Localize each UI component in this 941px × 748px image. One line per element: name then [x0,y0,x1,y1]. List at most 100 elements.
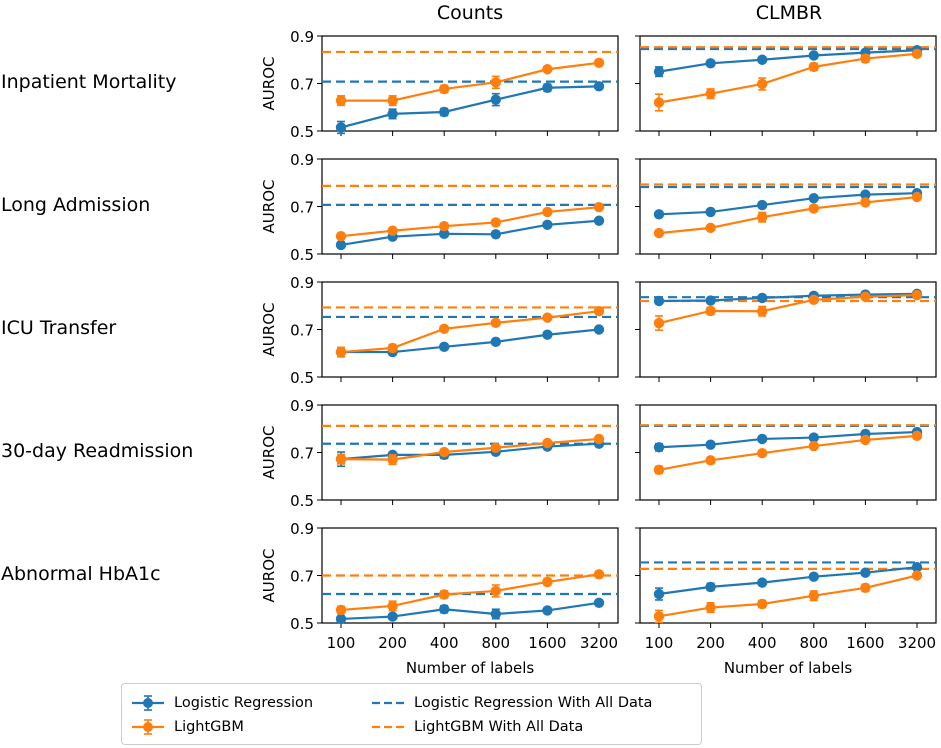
series-logistic-regression [653,188,923,220]
data-point [593,324,605,335]
chart-figure: 0.5 0.7 0.9 AUROC 0.5 0.7 0.9 AUROC 0.5 0.7 0.9 AUR… [260,28,937,677]
y-axis-label: AUROC [260,303,278,357]
legend-marker-lightgbm [132,719,164,735]
panel-long-admission-counts: 0.5 0.7 0.9 AUROC [260,151,619,264]
series-line-logistic-regression [658,292,918,303]
series-lightgbm [653,48,923,112]
data-point [439,83,450,95]
panel-inpatient-mortality-counts: 0.5 0.7 0.9 AUROC [260,28,619,141]
x-tick-label: 100 [327,634,356,652]
data-point [808,432,819,443]
x-tick-label: 1600 [528,634,566,652]
series-line-logistic-regression [340,442,600,461]
data-point [653,227,665,239]
y-tick-label: 0.7 [290,322,314,340]
y-tick-label: 0.9 [290,397,314,415]
data-point [335,95,347,106]
y-tick-label: 0.7 [290,445,314,463]
legend-item-lr-all-data: Logistic Regression With All Data [370,692,652,714]
data-point [860,189,871,200]
row-title-icu-transfer: ICU Transfer [1,317,117,339]
data-point [705,295,716,306]
x-axis-label: Number of labels [406,659,535,677]
data-point [757,211,768,223]
data-point [705,88,716,99]
series-lightgbm [653,191,923,239]
data-point [542,329,553,340]
series-line-lightgbm [658,52,918,104]
data-point [387,225,398,236]
data-point [705,439,716,450]
data-point [542,576,553,588]
data-point [387,454,398,465]
series-line-logistic-regression [658,566,918,596]
data-point [808,50,819,61]
series-logistic-regression [335,81,605,135]
axes-frame [321,158,619,255]
data-point [542,437,553,449]
data-point [653,97,665,108]
data-point [705,305,716,317]
data-point [593,433,605,445]
y-tick-label: 0.5 [290,369,314,387]
data-point [757,577,768,588]
panel-icu-transfer-clmbr [635,281,937,382]
y-tick-label: 0.9 [290,28,314,46]
data-point [542,64,553,75]
x-tick-label: 100 [645,634,674,652]
series-lightgbm [653,289,923,332]
legend: Logistic Regression LightGBM Logistic Re… [121,683,702,745]
y-tick-label: 0.5 [290,123,314,141]
data-point [439,221,450,232]
data-point [757,448,768,459]
data-point [705,222,716,234]
series-line-logistic-regression [658,192,918,216]
data-point [705,455,716,466]
x-tick-label: 400 [430,634,459,652]
data-point [757,433,768,445]
axes-frame [321,35,619,132]
data-point [653,442,665,453]
data-point [490,336,501,348]
y-tick-label: 0.7 [290,568,314,586]
panel-30-day-readmission-counts: 0.5 0.7 0.9 AUROC [260,397,619,510]
y-tick-label: 0.5 [290,246,314,264]
series-line-lightgbm [658,195,918,235]
y-axis-label: AUROC [260,426,278,480]
data-point [808,440,819,452]
data-point [593,57,605,69]
data-point [911,570,923,581]
series-lightgbm [653,570,923,624]
series-line-logistic-regression [340,85,600,129]
data-point [387,95,398,106]
data-point [757,54,768,65]
row-title-30-day-readmission: 30-day Readmission [1,440,194,462]
data-point [911,48,923,60]
y-axis-label: AUROC [260,549,278,603]
y-tick-label: 0.9 [290,151,314,169]
data-point [757,199,768,211]
series-lightgbm [335,433,605,466]
legend-marker-lr-all-data [372,701,404,705]
data-point [808,192,819,204]
series-logistic-regression [653,561,923,601]
series-logistic-regression [335,597,605,625]
data-point [335,453,347,465]
data-point [490,608,501,620]
series-line-logistic-regression [340,601,600,621]
data-point [593,202,605,213]
data-point [439,106,450,118]
axes-frame [639,35,937,132]
y-axis-label: AUROC [260,57,278,111]
legend-item-logistic-regression: Logistic Regression [130,692,313,714]
series-line-logistic-regression [340,219,600,247]
panel-icu-transfer-counts: 0.5 0.7 0.9 AUROC [260,274,619,387]
data-point [335,604,347,616]
data-point [335,346,347,358]
data-point [653,588,665,600]
series-line-lightgbm [658,434,918,471]
data-point [808,571,819,582]
data-point [542,206,553,218]
legend-label-lightgbm-all-data: LightGBM With All Data [414,719,584,735]
row-title-long-admission: Long Admission [1,194,151,216]
